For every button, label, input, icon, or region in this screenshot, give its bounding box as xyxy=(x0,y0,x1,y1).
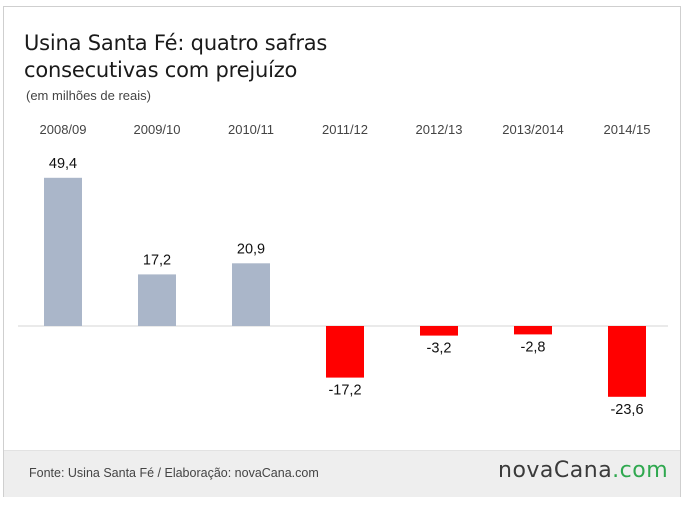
bar xyxy=(232,263,270,326)
brand-name: novaCana xyxy=(498,458,613,483)
category-label: 2012/13 xyxy=(416,122,463,137)
chart-title-line-2: consecutivas com prejuízo xyxy=(24,58,298,82)
bar-chart: 2008/09 49,4 2009/10 17,2 2010/11 20,9 2011/12… xyxy=(18,122,668,418)
data-label: -2,8 xyxy=(521,339,546,355)
data-label: -23,6 xyxy=(610,402,643,418)
category-label: 2013/2014 xyxy=(502,122,563,137)
bar xyxy=(608,326,646,397)
bar xyxy=(44,177,82,326)
bar xyxy=(514,326,552,335)
chart-subtitle: (em milhões de reais) xyxy=(26,88,151,103)
footer-bar xyxy=(4,450,680,497)
data-label: -17,2 xyxy=(328,383,361,399)
chart-title: Usina Santa Fé: quatro safras consecutiv… xyxy=(24,30,584,84)
chart-card xyxy=(3,6,681,497)
category-label: 2009/10 xyxy=(134,122,181,137)
brand-suffix: .com xyxy=(612,458,669,483)
data-label: 17,2 xyxy=(143,252,171,268)
category-label: 2010/11 xyxy=(228,122,274,137)
category-label: 2008/09 xyxy=(40,122,87,137)
bar xyxy=(138,274,176,326)
source-note: Fonte: Usina Santa Fé / Elaboração: nova… xyxy=(29,466,319,480)
data-label: 49,4 xyxy=(49,156,77,172)
data-label: 20,9 xyxy=(237,241,265,257)
brand-logo: novaCana.com xyxy=(498,458,668,483)
category-label: 2014/15 xyxy=(604,122,651,137)
data-label: -3,2 xyxy=(427,341,452,357)
bar xyxy=(420,326,458,336)
category-label: 2011/12 xyxy=(322,122,368,137)
bar xyxy=(326,326,364,378)
chart-title-line-1: Usina Santa Fé: quatro safras xyxy=(24,31,328,55)
